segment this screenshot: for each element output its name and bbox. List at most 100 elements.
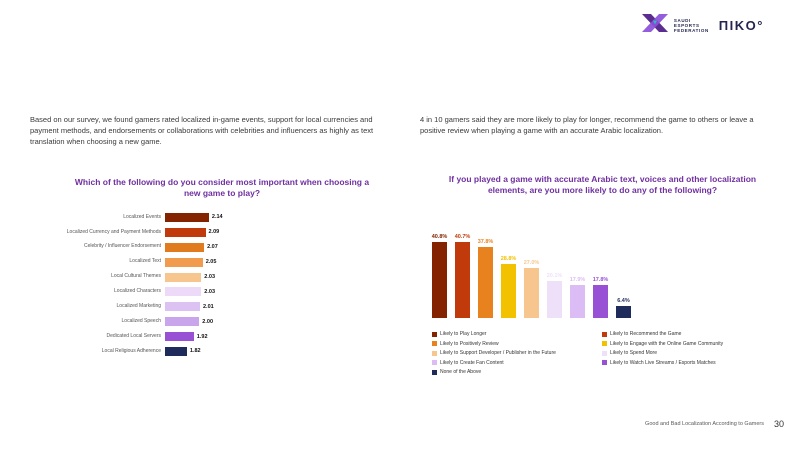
vbar-bar: [501, 264, 516, 318]
legend-item: Likely to Create Fan Content: [432, 360, 594, 366]
hbar-category-label: Localized Events: [123, 213, 161, 220]
hbar-value-label: 2.01: [203, 303, 214, 310]
hbar-value-label: 2.07: [207, 244, 218, 251]
niko-logo: ΠIKO°: [718, 18, 764, 33]
sef-logo-line2: ESPORTS: [673, 22, 700, 28]
hbar-row: Localized Currency and Payment Methods 2.…: [40, 225, 390, 240]
vbar-bar: [547, 280, 562, 318]
vbar-column: 37.8%: [478, 239, 493, 318]
legend-label: Likely to Engage with the Online Game Co…: [610, 340, 724, 347]
hbar-category-label: Localized Marketing: [116, 303, 161, 310]
hbar-value-label: 2.03: [204, 288, 216, 295]
page-number: 30: [773, 419, 784, 429]
vbar-column: 6.4%: [616, 298, 631, 318]
hbar-bar: [165, 212, 209, 222]
hbar-bar: [165, 257, 203, 267]
legend-item: Likely to Spend More: [602, 350, 764, 356]
legend-label: Likely to Recommend the Game: [610, 331, 682, 337]
left-chart-title: Which of the following do you consider m…: [74, 177, 370, 199]
vbar-column: 27.0%: [524, 260, 539, 318]
saudi-esports-emblem-icon: [640, 12, 670, 39]
legend-item: Likely to Recommend the Game: [602, 331, 764, 337]
legend-label: Likely to Play Longer: [440, 331, 487, 337]
legend-label: Likely to Support Developer / Publisher …: [440, 350, 556, 356]
vbar-column: 40.8%: [432, 234, 447, 318]
vertical-bar-chart-legend: Likely to Play Longer Likely to Positivel…: [432, 331, 764, 375]
saudi-esports-logo-text: SAUDI ESPORTS FEDERATION: [674, 18, 709, 34]
legend-item: Likely to Engage with the Online Game Co…: [602, 341, 764, 347]
vbar-bar: [478, 247, 493, 318]
legend-label: Likely to Create Fan Content: [440, 359, 504, 366]
legend-item: Likely to Positively Review: [432, 341, 594, 347]
legend-item: Likely to Watch Live Streams / Esports M…: [602, 360, 764, 366]
legend-swatch-icon: [432, 350, 437, 356]
vbar-bar: [593, 284, 608, 318]
legend-label: None of the Above: [440, 369, 482, 375]
sef-logo-line1: SAUDI: [673, 17, 691, 23]
hbar-row: Localized Marketing 2.01: [40, 299, 390, 314]
legend-item: Likely to Support Developer / Publisher …: [432, 350, 594, 356]
hbar-bar: [165, 317, 200, 327]
vbar-bar: [432, 241, 447, 318]
vbar-column: 40.7%: [455, 234, 470, 318]
intro-left-paragraph: Based on our survey, we found gamers rat…: [30, 114, 374, 147]
legend-swatch-icon: [432, 369, 437, 375]
logo-bar: SAUDI ESPORTS FEDERATION ΠIKO°: [640, 12, 764, 39]
legend-column: Likely to Recommend the Game Likely to En…: [602, 331, 764, 375]
vbar-column: 17.8%: [593, 277, 608, 318]
legend-label: Likely to Positively Review: [440, 340, 499, 347]
saudi-esports-federation-logo: SAUDI ESPORTS FEDERATION: [640, 12, 709, 39]
vbar-value-label: 27.0%: [523, 259, 540, 266]
hbar-value-label: 1.82: [189, 348, 201, 355]
hbar-bar: [165, 302, 200, 312]
legend-swatch-icon: [432, 331, 437, 337]
hbar-bar: [165, 332, 194, 342]
hbar-row: Localized Characters 2.03: [40, 284, 390, 299]
hbar-bar: [165, 242, 205, 252]
hbar-category-label: Localized Text: [129, 258, 161, 265]
vbar-value-label: 17.9%: [569, 276, 586, 283]
legend-swatch-icon: [432, 341, 437, 346]
vertical-bar-chart: 40.8% 40.7% 37.8% 28.8% 27.0% 20.1% 17.9% 17.8%…: [432, 228, 644, 318]
vbar-value-label: 6.4%: [617, 298, 630, 305]
horizontal-bar-chart: Localized Events 2.14 Localized Currency a…: [40, 210, 390, 359]
hbar-value-label: 2.00: [202, 318, 214, 325]
vbar-bar: [570, 284, 585, 318]
vbar-column: 20.1%: [547, 273, 562, 318]
legend-item: Likely to Play Longer: [432, 331, 594, 337]
footer-title: Good and Bad Localization According to G…: [645, 421, 764, 427]
legend-column: Likely to Play Longer Likely to Positivel…: [432, 331, 594, 375]
hbar-category-label: Local Cultural Themes: [111, 273, 161, 280]
vbar-column: 28.8%: [501, 256, 516, 318]
hbar-row: Localized Text 2.05: [40, 255, 390, 270]
vbar-column: 17.9%: [570, 277, 585, 318]
vbar-value-label: 28.8%: [500, 256, 517, 263]
hbar-row: Local Cultural Themes 2.03: [40, 270, 390, 285]
vbar-value-label: 17.8%: [592, 276, 609, 283]
legend-swatch-icon: [602, 341, 607, 346]
vbar-value-label: 37.8%: [477, 239, 494, 246]
hbar-bar: [165, 287, 202, 297]
legend-label: Likely to Watch Live Streams / Esports M…: [610, 359, 716, 366]
vbar-value-label: 40.7%: [454, 234, 471, 240]
legend-swatch-icon: [602, 331, 607, 337]
hbar-bar: [165, 346, 187, 356]
vbar-value-label: 40.8%: [431, 233, 448, 240]
hbar-row: Dedicated Local Servers 1.92: [40, 329, 390, 344]
intro-right-paragraph: 4 in 10 gamers said they are more likely…: [420, 114, 754, 135]
hbar-bar: [165, 227, 206, 237]
hbar-category-label: Celebrity / Influencer Endorsement: [84, 243, 161, 250]
hbar-row: Local Religious Adherence 1.82: [40, 344, 390, 359]
hbar-row: Celebrity / Influencer Endorsement 2.07: [40, 240, 390, 255]
hbar-row: Localized Events 2.14: [40, 210, 390, 225]
hbar-category-label: Dedicated Local Servers: [106, 332, 161, 339]
hbar-value-label: 2.14: [211, 214, 223, 221]
footer: Good and Bad Localization According to G…: [645, 419, 784, 429]
legend-swatch-icon: [602, 350, 607, 356]
hbar-category-label: Localized Characters: [114, 288, 161, 295]
legend-swatch-icon: [432, 360, 437, 365]
sef-logo-line3: FEDERATION: [673, 28, 709, 34]
hbar-category-label: Local Religious Adherence: [101, 347, 161, 354]
hbar-value-label: 1.92: [196, 333, 208, 340]
